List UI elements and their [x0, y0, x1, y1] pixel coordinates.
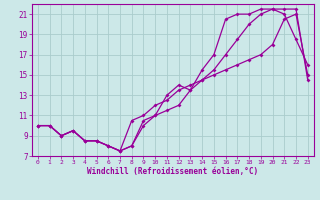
X-axis label: Windchill (Refroidissement éolien,°C): Windchill (Refroidissement éolien,°C) — [87, 167, 258, 176]
